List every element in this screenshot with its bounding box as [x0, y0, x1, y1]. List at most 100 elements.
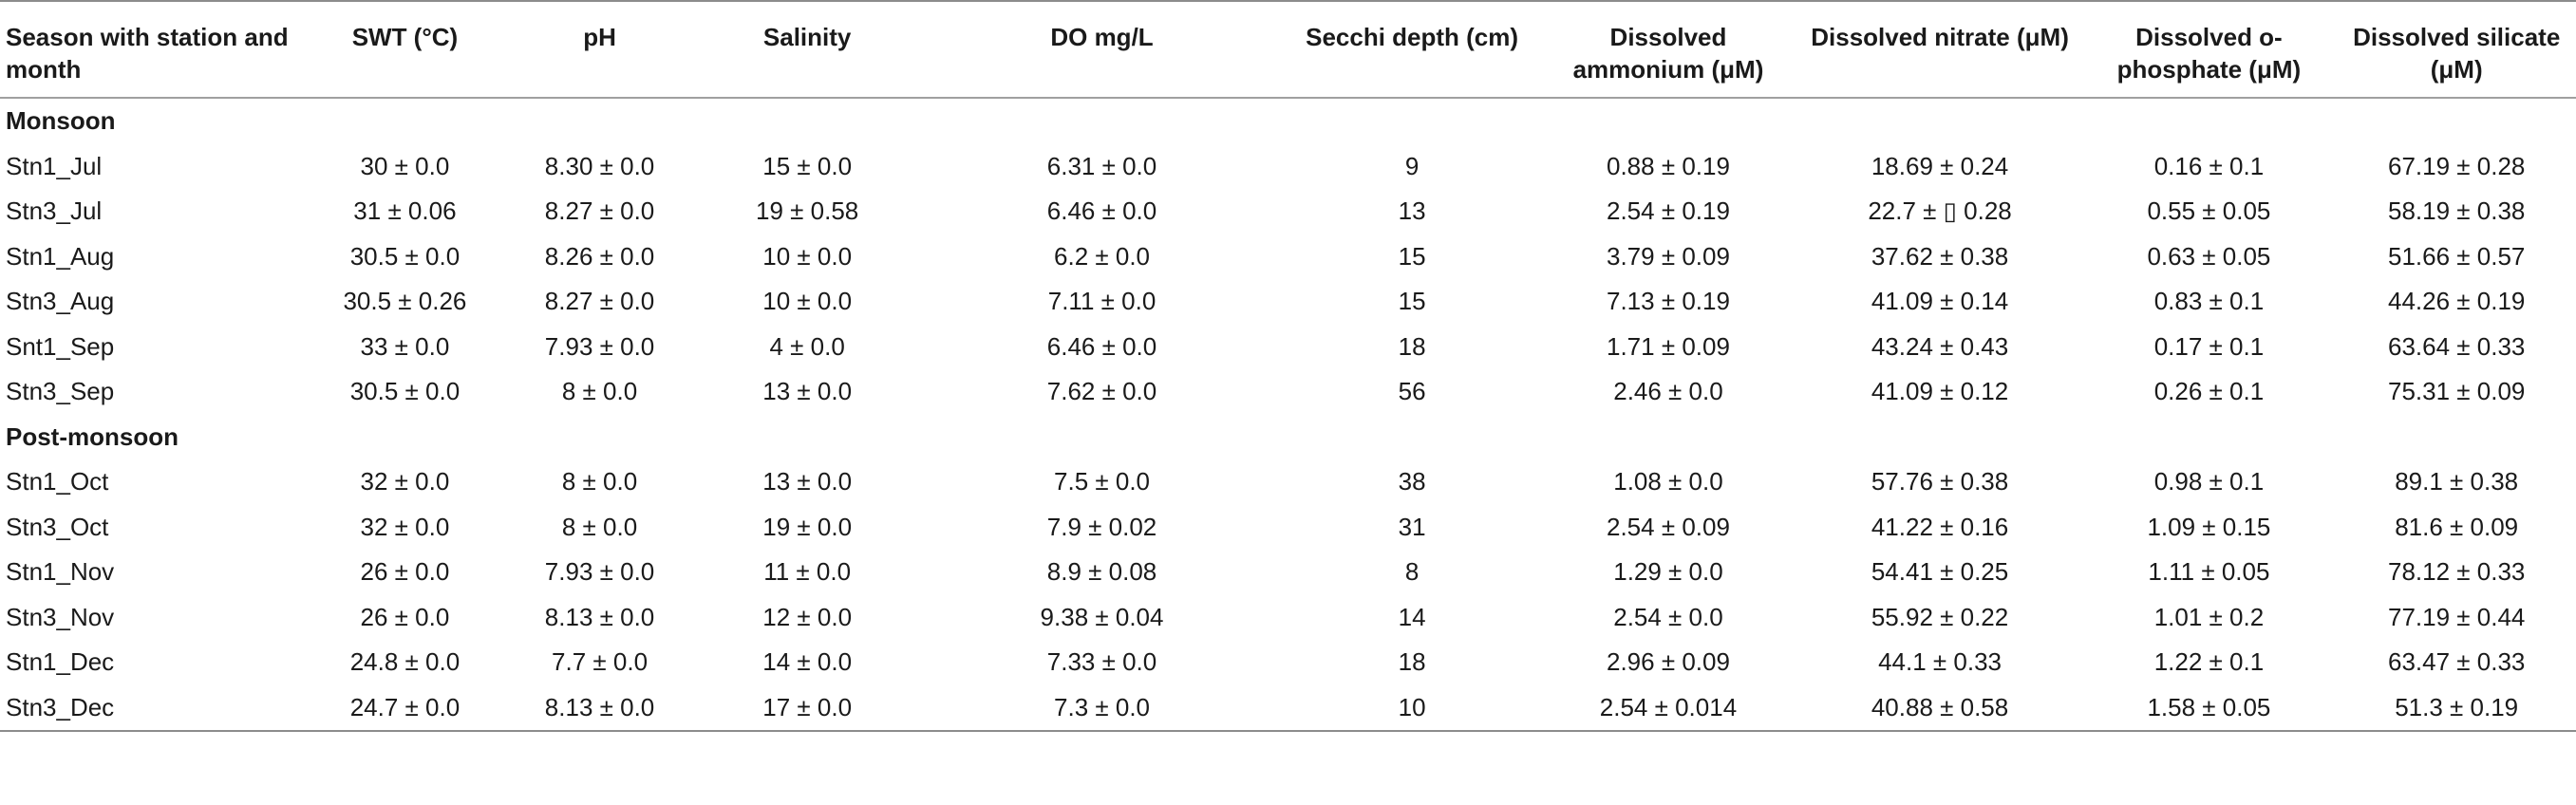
table-cell: 6.31 ± 0.0	[1046, 151, 1157, 180]
table-cell: 1.58 ± 0.05	[2080, 684, 2338, 732]
column-header: Salinity	[697, 8, 918, 99]
column-header: Dissolved o-phosphate (μM)	[2080, 8, 2338, 99]
table-cell: 32 ± 0.0	[360, 467, 450, 496]
table-cell: 1.22 ± 0.1	[2153, 647, 2265, 677]
table-row: Stn1_Nov 26 ± 0.0 7.93 ± 0.0 11 ± 0.0 8.9 ± …	[0, 550, 2576, 595]
table-cell: 12 ± 0.0	[762, 602, 853, 631]
table-cell: 33 ± 0.0	[360, 331, 450, 361]
table-cell: 15 ± 0.0	[762, 151, 853, 180]
table-cell: 75.31 ± 0.09	[2387, 377, 2526, 406]
table-cell: 9.38 ± 0.04	[1040, 602, 1164, 631]
table-cell: 0.55 ± 0.05	[2147, 197, 2271, 226]
table-cell: 18	[1398, 647, 1426, 677]
row-label: Stn1_Aug	[6, 241, 115, 271]
table-cell: 30 ± 0.0	[360, 151, 450, 180]
table-cell: 13	[1398, 197, 1426, 226]
table-cell: 44.1 ± 0.33	[1878, 647, 2003, 677]
table-cell: 11 ± 0.0	[763, 557, 852, 587]
table-cell: 0.17 ± 0.1	[2153, 331, 2265, 361]
table-cell: 1.29 ± 0.0	[1613, 557, 1723, 587]
table-cell: 38	[1398, 467, 1426, 496]
table-cell: 7.11 ± 0.0	[1047, 287, 1156, 316]
table-cell: 13 ± 0.0	[762, 467, 853, 496]
section-title: Post-monsoon	[6, 421, 179, 451]
table-cell: 7.93 ± 0.0	[544, 331, 655, 361]
table-cell: 7.33 ± 0.0	[1046, 647, 1157, 677]
table-row: Stn1_Jul 30 ± 0.0 8.30 ± 0.0 15 ± 0.0 6.31 ±…	[0, 144, 2576, 190]
table-cell: 89.1 ± 0.38	[2395, 467, 2519, 496]
column-header: Season with station and month	[0, 8, 308, 99]
table-row: Stn1_Aug 30.5 ± 0.0 8.26 ± 0.0 10 ± 0.0 6.2 …	[0, 234, 2576, 280]
row-label: Stn3_Nov	[6, 602, 115, 631]
table-cell: 3.79 ± 0.09	[1607, 241, 1730, 271]
table-cell: 15	[1398, 287, 1426, 316]
table-row: Stn3_Sep 30.5 ± 0.0 8 ± 0.0 13 ± 0.0 7.62 ± …	[0, 369, 2576, 415]
column-header: Dissolved ammonium (μM)	[1537, 8, 1799, 99]
table-cell: 7.3 ± 0.0	[917, 684, 1287, 732]
row-label: Stn3_Aug	[6, 287, 115, 316]
table-cell: 31 ± 0.06	[353, 197, 457, 226]
table-cell: 8.9 ± 0.08	[1046, 557, 1157, 587]
table-row: Stn3_Aug 30.5 ± 0.26 8.27 ± 0.0 10 ± 0.0 7.1…	[0, 279, 2576, 325]
table-cell: 63.64 ± 0.33	[2387, 331, 2526, 361]
table-cell: 9	[1404, 151, 1420, 180]
table-cell: 2.54 ± 0.014	[1537, 684, 1799, 732]
table-cell: 8 ± 0.0	[561, 512, 638, 541]
table-cell: 67.19 ± 0.28	[2387, 151, 2526, 180]
table-cell: 8.26 ± 0.0	[544, 241, 655, 271]
table-row: Stn3_Oct 32 ± 0.0 8 ± 0.0 19 ± 0.0 7.9 ± 0.0…	[0, 505, 2576, 551]
table-cell: 30.5 ± 0.0	[349, 241, 461, 271]
table-cell: 51.3 ± 0.19	[2337, 684, 2576, 732]
table-cell: 81.6 ± 0.09	[2395, 512, 2519, 541]
table-body: Monsoon Stn1_Jul 30 ± 0.0 8.30 ± 0.0 15 ± 0.…	[0, 98, 2576, 732]
table-cell: 30.5 ± 0.26	[343, 287, 467, 316]
water-quality-table: Season with station and month SWT (°C) p…	[0, 0, 2576, 732]
row-label: Stn1_Dec	[6, 647, 115, 677]
table-cell: 0.63 ± 0.05	[2147, 241, 2271, 271]
table-cell: 8.27 ± 0.0	[544, 197, 655, 226]
column-header: SWT (°C)	[307, 8, 502, 99]
table-cell: 7.9 ± 0.02	[1046, 512, 1157, 541]
table-cell: 8 ± 0.0	[561, 377, 638, 406]
row-label: Stn1_Nov	[6, 557, 115, 587]
table-cell: 4 ± 0.0	[769, 331, 845, 361]
table-cell: 0.26 ± 0.1	[2153, 377, 2265, 406]
table-cell: 13 ± 0.0	[762, 377, 853, 406]
table-cell: 24.8 ± 0.0	[349, 647, 461, 677]
table-cell: 10	[1286, 684, 1538, 732]
table-cell: 22.7 ± ▯ 0.28	[1868, 197, 2012, 226]
table-cell: 37.62 ± 0.38	[1871, 241, 2009, 271]
table-cell: 14	[1398, 602, 1426, 631]
table-cell: 40.88 ± 0.58	[1798, 684, 2081, 732]
table-cell: 2.46 ± 0.0	[1613, 377, 1723, 406]
table-row: Stn3_Nov 26 ± 0.0 8.13 ± 0.0 12 ± 0.0 9.38 ±…	[0, 595, 2576, 641]
table-cell: 1.01 ± 0.2	[2153, 602, 2265, 631]
section-row: Monsoon	[0, 98, 2576, 144]
table-cell: 26 ± 0.0	[360, 602, 450, 631]
table-cell: 2.54 ± 0.19	[1607, 197, 1730, 226]
table-cell: 41.09 ± 0.14	[1871, 287, 2009, 316]
row-label: Stn3_Sep	[6, 377, 115, 406]
table-cell: 6.46 ± 0.0	[1046, 197, 1157, 226]
table-cell: 6.2 ± 0.0	[1054, 241, 1151, 271]
table-cell: 32 ± 0.0	[360, 512, 450, 541]
table-cell: 0.16 ± 0.1	[2153, 151, 2265, 180]
row-label: Stn3_Oct	[6, 512, 109, 541]
section-row: Post-monsoon	[0, 415, 2576, 460]
table-cell: 7.93 ± 0.0	[544, 557, 655, 587]
table-cell: 10 ± 0.0	[762, 241, 853, 271]
table-cell: 1.08 ± 0.0	[1613, 467, 1723, 496]
table-cell: 26 ± 0.0	[360, 557, 450, 587]
row-label: Stn3_Jul	[6, 197, 103, 226]
table-cell: 8.13 ± 0.0	[501, 684, 698, 732]
table-cell: 19 ± 0.58	[756, 197, 859, 226]
table-cell: 0.83 ± 0.1	[2153, 287, 2265, 316]
table-cell: 41.09 ± 0.12	[1871, 377, 2009, 406]
column-header: Dissolved silicate (μM)	[2337, 8, 2576, 99]
table-row: Stn3_Dec 24.7 ± 0.0 8.13 ± 0.0 17 ± 0.0 7.3 …	[0, 684, 2576, 732]
column-header: pH	[501, 8, 698, 99]
table-cell: 8.27 ± 0.0	[544, 287, 655, 316]
row-label: Stn3_Dec	[0, 684, 308, 732]
table-cell: 8 ± 0.0	[561, 467, 638, 496]
